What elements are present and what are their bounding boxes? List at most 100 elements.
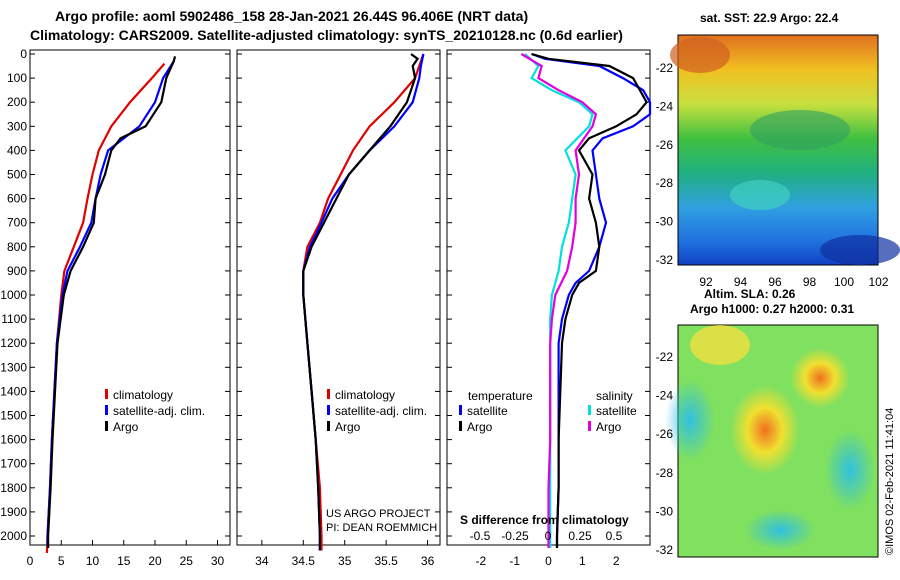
legend-label: climatology — [113, 388, 173, 402]
header-line-1: Argo profile: aoml 5902486_158 28-Jan-20… — [55, 8, 528, 24]
x-tick-label: 25 — [180, 554, 194, 568]
depth-tick-label: 1400 — [0, 384, 27, 398]
sst-lat-axis: -22 -24 -26 -28 -30 -32 — [656, 61, 674, 267]
sla-title-1: Altim. SLA: 0.26 — [704, 287, 796, 301]
sla-map — [665, 324, 879, 558]
x-tick-label: 35.5 — [374, 554, 398, 568]
sst-title: sat. SST: 22.9 Argo: 22.4 — [700, 11, 839, 25]
salinity-legend: climatology satellite-adj. clim. Argo — [327, 388, 427, 434]
series-line-satellite-adj-clim- — [46, 60, 175, 546]
depth-tick-label: 1600 — [0, 433, 27, 447]
x-tick-label: 35 — [338, 554, 352, 568]
lat-tick-label: -30 — [656, 504, 674, 518]
sst-deep-blue — [820, 235, 900, 265]
salinity-x-axis: 34 34.5 35 35.5 36 — [255, 540, 435, 568]
series-line-satellite-adj-clim- — [302, 53, 425, 551]
legend-label: satellite — [467, 404, 508, 418]
x-tick-label-bottom-scale: 0.5 — [606, 529, 623, 543]
legend-marker-temp-argo — [459, 421, 462, 431]
x-tick-label: 10 — [86, 554, 100, 568]
x-tick-label: 20 — [148, 554, 162, 568]
x-tick-label-bottom-scale: -0.5 — [470, 529, 491, 543]
legend-label: satellite — [596, 404, 637, 418]
difference-legend: temperature salinity satellite Argo sate… — [459, 389, 637, 434]
header-line-2: Climatology: CARS2009. Satellite-adjuste… — [30, 27, 623, 43]
lat-tick-label: -26 — [656, 138, 674, 152]
depth-tick-label: 1800 — [0, 481, 27, 495]
x-tick-label-top-scale: -1 — [509, 554, 520, 568]
lat-tick-label: -30 — [656, 215, 674, 229]
sla-high-3 — [690, 325, 750, 365]
legend-marker-sal-satellite — [588, 405, 591, 415]
sst-cool-tongue — [750, 110, 850, 150]
sst-map — [670, 34, 900, 266]
legend-label: Argo — [467, 420, 493, 434]
x-tick-label: 30 — [211, 554, 225, 568]
depth-tick-label: 500 — [7, 168, 27, 182]
sla-high-1 — [730, 385, 800, 475]
x-tick-label: 36 — [421, 554, 435, 568]
sla-low-3 — [745, 510, 815, 550]
lat-tick-label: -24 — [656, 99, 674, 113]
lon-tick-label: 94 — [734, 275, 748, 289]
x-tick-label: 34.5 — [292, 554, 316, 568]
x-tick-label-top-scale: 2 — [613, 554, 620, 568]
series-line-climatology — [45, 62, 166, 553]
depth-tick-label: 800 — [7, 240, 27, 254]
x-tick-label: 15 — [117, 554, 131, 568]
legend-label: climatology — [335, 388, 395, 402]
lat-tick-label: -22 — [656, 61, 674, 75]
depth-tick-label: 300 — [7, 119, 27, 133]
series-line-temperature-argo — [531, 52, 648, 548]
x-tick-label: 5 — [58, 554, 65, 568]
temperature-panel — [29, 49, 231, 546]
lon-tick-label: 96 — [768, 275, 782, 289]
legend-title-salinity: salinity — [596, 389, 633, 403]
depth-tick-label: 400 — [7, 143, 27, 157]
sst-warm-patch — [670, 37, 730, 73]
lat-tick-label: -28 — [656, 176, 674, 190]
credit-line-2: PI: DEAN ROEMMICH — [326, 522, 437, 534]
depth-axis: 0 100 200 300 400 500 600 700 800 900 1000 1100 1200… — [0, 47, 650, 543]
legend-label: Argo — [113, 420, 139, 434]
lon-tick-label: 98 — [803, 275, 817, 289]
legend-marker-climatology — [327, 389, 330, 399]
legend-marker-climatology — [105, 389, 108, 399]
difference-plot — [520, 52, 652, 548]
lon-tick-label: 100 — [834, 275, 854, 289]
legend-marker-argo — [327, 421, 330, 431]
depth-tick-label: 1000 — [0, 288, 27, 302]
lat-tick-label: -26 — [656, 427, 674, 441]
x-tick-label-bottom-scale: -0.25 — [501, 529, 529, 543]
depth-tick-label: 900 — [7, 264, 27, 278]
difference-title: S difference from climatology — [460, 513, 629, 527]
depth-tick-label: 1700 — [0, 457, 27, 471]
temperature-x-axis: 0 5 10 15 20 25 30 — [27, 540, 225, 568]
depth-tick-label: 200 — [7, 95, 27, 109]
lat-tick-label: -32 — [656, 543, 674, 557]
temperature-plot — [45, 56, 177, 553]
legend-marker-satellite — [105, 405, 108, 415]
salinity-plot — [302, 53, 425, 551]
sla-low-2 — [825, 430, 875, 510]
sla-title-2: Argo h1000: 0.27 h2000: 0.31 — [690, 302, 854, 316]
sst-field — [677, 34, 879, 266]
depth-tick-label: 100 — [7, 71, 27, 85]
sla-high-2 — [790, 348, 850, 408]
imos-stamp: ©IMOS 02-Feb-2021 11:41:04 — [884, 408, 896, 555]
legend-marker-sal-argo — [588, 421, 591, 431]
series-line-argo — [302, 53, 420, 551]
depth-tick-label: 2000 — [0, 529, 27, 543]
sla-lat-axis: -22 -24 -26 -28 -30 -32 — [656, 350, 674, 557]
depth-tick-label: 0 — [20, 47, 27, 61]
x-tick-label-top-scale: 1 — [579, 554, 586, 568]
depth-tick-label: 1900 — [0, 505, 27, 519]
lat-tick-label: -24 — [656, 389, 674, 403]
series-line-argo — [46, 56, 177, 548]
legend-title-temperature: temperature — [468, 389, 533, 403]
depth-tick-label: 1300 — [0, 360, 27, 374]
x-tick-label-top-scale: 0 — [545, 554, 552, 568]
legend-label: Argo — [335, 420, 361, 434]
sst-lon-axis: 92 94 96 98 100 102 — [699, 275, 889, 289]
sst-cool-patch — [730, 180, 790, 210]
